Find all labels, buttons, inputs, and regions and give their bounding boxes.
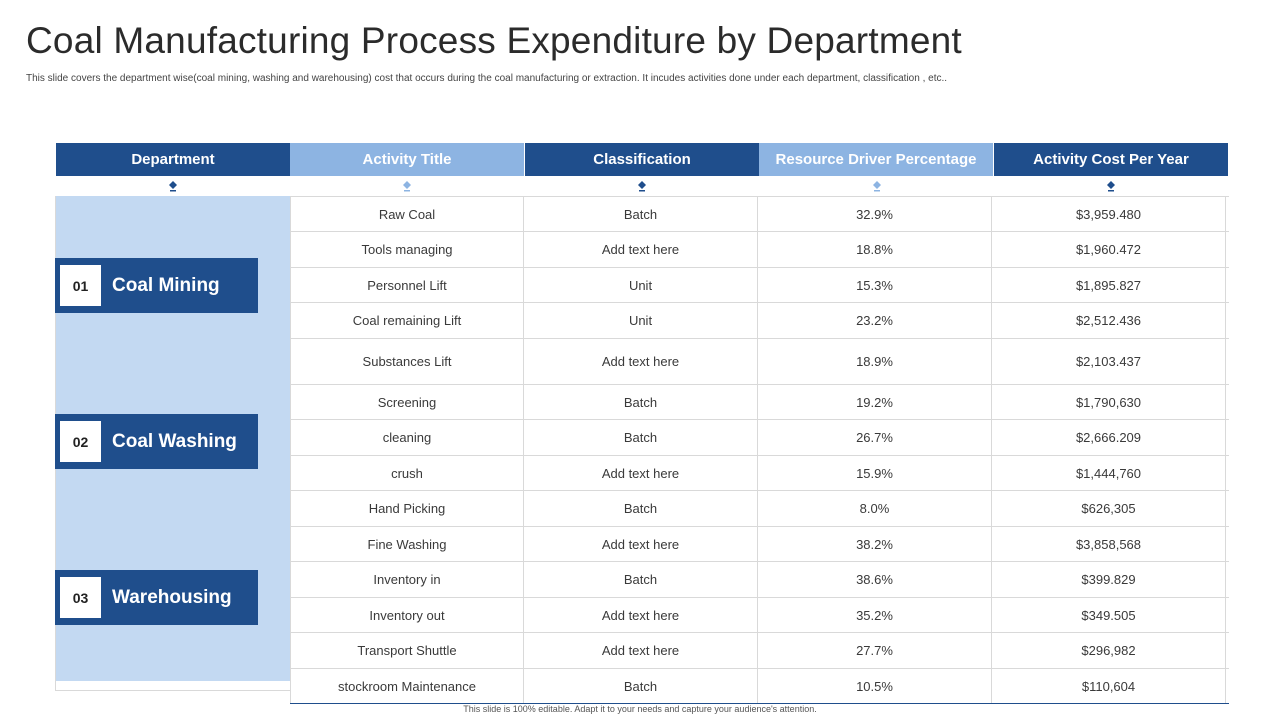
department-name: Warehousing bbox=[112, 586, 232, 608]
activity-cell: Screening bbox=[290, 385, 524, 419]
location-pin-icon bbox=[638, 181, 646, 192]
classification-cell: Batch bbox=[524, 669, 758, 703]
location-pin-icon bbox=[1107, 181, 1115, 192]
table-row: stockroom Maintenance Batch 10.5% $110,604 bbox=[290, 669, 1229, 703]
department-name: Coal Mining bbox=[112, 274, 220, 296]
header-resource-driver-percentage: Resource Driver Percentage bbox=[759, 143, 993, 176]
cost-cell: $349.505 bbox=[992, 598, 1226, 632]
table-row: crush Add text here 15.9% $1,444,760 bbox=[290, 456, 1229, 491]
activity-cell: Fine Washing bbox=[290, 527, 524, 561]
percentage-cell: 35.2% bbox=[758, 598, 992, 632]
department-name: Coal Washing bbox=[112, 430, 237, 452]
percentage-cell: 18.9% bbox=[758, 339, 992, 384]
table-row: Tools managing Add text here 18.8% $1,960.4… bbox=[290, 232, 1229, 268]
table-row: Hand Picking Batch 8.0% $626,305 bbox=[290, 491, 1229, 527]
table-row: Inventory in Batch 38.6% $399.829 bbox=[290, 562, 1229, 598]
page-title: Coal Manufacturing Process Expenditure b… bbox=[26, 20, 962, 61]
header-classification: Classification bbox=[525, 143, 759, 176]
activity-cell: Hand Picking bbox=[290, 491, 524, 526]
activity-cell: Inventory in bbox=[290, 562, 524, 597]
classification-cell: Add text here bbox=[524, 339, 758, 384]
percentage-cell: 8.0% bbox=[758, 491, 992, 526]
classification-cell: Unit bbox=[524, 268, 758, 302]
percentage-cell: 10.5% bbox=[758, 669, 992, 703]
page-subtitle: This slide covers the department wise(co… bbox=[26, 73, 948, 84]
cost-cell: $3,959.480 bbox=[992, 197, 1226, 231]
cost-cell: $2,103.437 bbox=[992, 339, 1226, 384]
classification-cell: Unit bbox=[524, 303, 758, 338]
table-row: Fine Washing Add text here 38.2% $3,858,568 bbox=[290, 527, 1229, 562]
percentage-cell: 19.2% bbox=[758, 385, 992, 419]
location-pin-icon bbox=[403, 181, 411, 192]
cost-cell: $3,858,568 bbox=[992, 527, 1226, 561]
activity-cell: cleaning bbox=[290, 420, 524, 455]
panel-bottom-line bbox=[56, 690, 290, 691]
classification-cell: Add text here bbox=[524, 598, 758, 632]
cost-cell: $2,666.209 bbox=[992, 420, 1226, 455]
expenditure-table: Raw Coal Batch 32.9% $3,959.480 Tools managi… bbox=[290, 196, 1229, 704]
percentage-cell: 15.9% bbox=[758, 456, 992, 490]
table-row: Transport Shuttle Add text here 27.7% $296,… bbox=[290, 633, 1229, 669]
classification-cell: Batch bbox=[524, 562, 758, 597]
classification-cell: Add text here bbox=[524, 633, 758, 668]
location-pin-icon bbox=[873, 181, 881, 192]
department-number: 02 bbox=[60, 421, 101, 462]
classification-cell: Batch bbox=[524, 420, 758, 455]
header-activity-cost-per-year: Activity Cost Per Year bbox=[994, 143, 1228, 176]
department-label-coal-washing: 02 Coal Washing bbox=[55, 414, 258, 469]
cost-cell: $1,960.472 bbox=[992, 232, 1226, 267]
classification-cell: Batch bbox=[524, 197, 758, 231]
percentage-cell: 15.3% bbox=[758, 268, 992, 302]
table-row: cleaning Batch 26.7% $2,666.209 bbox=[290, 420, 1229, 456]
table-row: Screening Batch 19.2% $1,790,630 bbox=[290, 385, 1229, 420]
cost-cell: $1,444,760 bbox=[992, 456, 1226, 490]
location-pin-icon bbox=[169, 181, 177, 192]
department-number: 01 bbox=[60, 265, 101, 306]
activity-cell: Raw Coal bbox=[290, 197, 524, 231]
cost-cell: $296,982 bbox=[992, 633, 1226, 668]
percentage-cell: 32.9% bbox=[758, 197, 992, 231]
percentage-cell: 23.2% bbox=[758, 303, 992, 338]
cost-cell: $1,790,630 bbox=[992, 385, 1226, 419]
activity-cell: Personnel Lift bbox=[290, 268, 524, 302]
activity-cell: Coal remaining Lift bbox=[290, 303, 524, 338]
cost-cell: $110,604 bbox=[992, 669, 1226, 703]
cost-cell: $399.829 bbox=[992, 562, 1226, 597]
classification-cell: Batch bbox=[524, 491, 758, 526]
activity-cell: Transport Shuttle bbox=[290, 633, 524, 668]
percentage-cell: 26.7% bbox=[758, 420, 992, 455]
activity-cell: Tools managing bbox=[290, 232, 524, 267]
department-number: 03 bbox=[60, 577, 101, 618]
classification-cell: Add text here bbox=[524, 527, 758, 561]
table-row: Raw Coal Batch 32.9% $3,959.480 bbox=[290, 197, 1229, 232]
activity-cell: Substances Lift bbox=[290, 339, 524, 384]
activity-cell: Inventory out bbox=[290, 598, 524, 632]
table-row: Personnel Lift Unit 15.3% $1,895.827 bbox=[290, 268, 1229, 303]
table-row: Substances Lift Add text here 18.9% $2,103.… bbox=[290, 339, 1229, 385]
footer-note: This slide is 100% editable. Adapt it to… bbox=[463, 704, 817, 714]
cost-cell: $626,305 bbox=[992, 491, 1226, 526]
table-row: Inventory out Add text here 35.2% $349.505 bbox=[290, 598, 1229, 633]
classification-cell: Add text here bbox=[524, 232, 758, 267]
cost-cell: $2,512.436 bbox=[992, 303, 1226, 338]
cost-cell: $1,895.827 bbox=[992, 268, 1226, 302]
header-department: Department bbox=[56, 143, 290, 176]
activity-cell: stockroom Maintenance bbox=[290, 669, 524, 703]
classification-cell: Batch bbox=[524, 385, 758, 419]
activity-cell: crush bbox=[290, 456, 524, 490]
percentage-cell: 38.6% bbox=[758, 562, 992, 597]
percentage-cell: 38.2% bbox=[758, 527, 992, 561]
department-label-warehousing: 03 Warehousing bbox=[55, 570, 258, 625]
table-row: Coal remaining Lift Unit 23.2% $2,512.436 bbox=[290, 303, 1229, 339]
classification-cell: Add text here bbox=[524, 456, 758, 490]
percentage-cell: 27.7% bbox=[758, 633, 992, 668]
percentage-cell: 18.8% bbox=[758, 232, 992, 267]
header-activity-title: Activity Title bbox=[290, 143, 524, 176]
department-label-coal-mining: 01 Coal Mining bbox=[55, 258, 258, 313]
